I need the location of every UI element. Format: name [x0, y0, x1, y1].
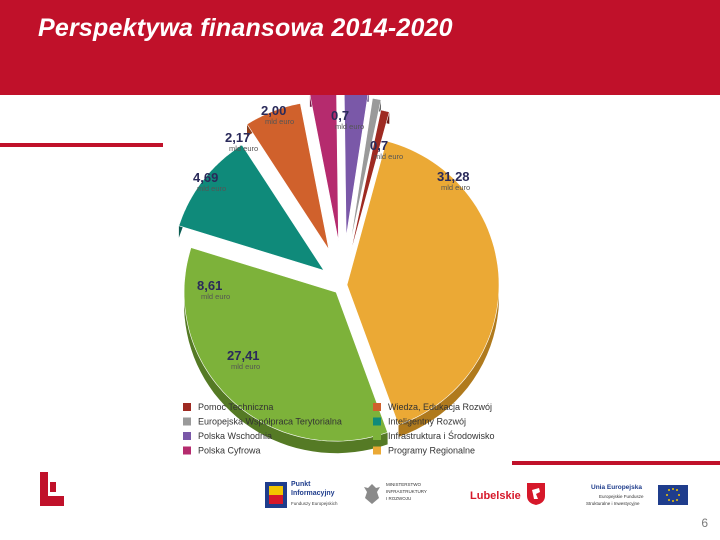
legend-label: Pomoc Techniczna — [198, 402, 273, 412]
slice-unit-label: mld euro — [229, 144, 258, 153]
legend-label: Wiedza, Edukacja Rozwój — [388, 402, 492, 412]
legend-label: Programy Regionalne — [388, 446, 475, 456]
eu-title: Unia Europejska — [591, 484, 642, 491]
slice-unit-label: mld euro — [374, 152, 403, 161]
ministry-line-1: MINISTERSTWO — [386, 482, 421, 487]
legend-swatch — [373, 446, 381, 455]
slice-value-label: 2,17 — [225, 130, 250, 145]
chart-frame: 31,28 mld euro 27,41 mld euro 8,61 mld euro 4,… — [165, 87, 510, 465]
pie-slice — [183, 247, 388, 442]
pie-slice — [349, 98, 382, 246]
lubelskie-logo-text: Lubelskie — [470, 490, 521, 502]
slice-unit-label: mld euro — [265, 117, 294, 126]
region-l-logo — [40, 472, 64, 506]
slice-unit-label: mld euro — [231, 362, 260, 371]
legend-label: Polska Cyfrowa — [198, 446, 261, 456]
flag-icon — [265, 482, 287, 508]
right-rule — [512, 461, 720, 465]
slice-unit-label: mld euro — [335, 122, 364, 131]
legend-swatch — [373, 417, 381, 426]
legend-swatch — [183, 403, 191, 411]
slice-value-label: 4,69 — [193, 170, 218, 185]
legend-label: Polska Wschodnia — [198, 431, 272, 441]
slice-unit-label: mld euro — [201, 292, 230, 301]
eagle-emblem-icon — [364, 484, 380, 504]
eu-subtitle-2: Strukturalne i Inwestycyjne — [586, 501, 640, 506]
slice-value-label: 31,28 — [437, 169, 470, 184]
eu-flag-icon — [658, 485, 688, 505]
pie-slice — [346, 140, 500, 426]
punkt-subtitle: Funduszy Europejskich — [291, 501, 338, 506]
eu-logo: Unia Europejska Europejskie Fundusze Str… — [586, 482, 692, 512]
punkt-title-2: Informacyjny — [291, 490, 335, 497]
slice-value-label: 2,00 — [261, 103, 286, 118]
slice-value-label: 0,7 — [331, 108, 349, 123]
legend-swatch — [183, 446, 191, 455]
slide-title: Perspektywa finansowa 2014-2020 — [38, 14, 453, 42]
page-number: 6 — [701, 516, 708, 530]
pie-slice — [246, 103, 330, 250]
legend-swatch — [373, 403, 381, 411]
slice-value-label: 0,7 — [370, 138, 388, 153]
legend-swatch — [183, 432, 191, 440]
legend-label: Europejska Współpraca Terytorialna — [198, 417, 342, 427]
pie-slice — [178, 144, 325, 271]
legend-label: Inteligentny Rozwój — [388, 417, 466, 427]
slice-value-label: 8,61 — [197, 278, 222, 293]
legend-swatch — [183, 417, 191, 426]
legend-label: Infrastruktura i Środowisko — [388, 430, 495, 441]
left-rule — [0, 143, 163, 147]
footer-logos: Punkt Informacyjny Funduszy Europejskich… — [0, 470, 720, 540]
ministry-line-2: INFRASTRUKTURY — [386, 489, 427, 494]
ministry-line-3: I ROZWOJU — [386, 496, 412, 501]
eu-subtitle-1: Europejskie Fundusze — [599, 494, 644, 499]
slice-unit-label: mld euro — [441, 183, 470, 192]
punkt-title: Punkt — [291, 481, 311, 488]
coat-of-arms-icon — [527, 483, 545, 505]
slice-unit-label: mld euro — [197, 184, 226, 193]
slice-value-label: 27,41 — [227, 348, 260, 363]
legend-swatch — [373, 432, 381, 440]
punkt-informacyjny-logo: Punkt Informacyjny Funduszy Europejskich — [265, 480, 355, 512]
pie-slice — [349, 109, 390, 256]
ministry-logo: MINISTERSTWO INFRASTRUKTURY I ROZWOJU — [362, 482, 452, 512]
slide-header: Perspektywa finansowa 2014-2020 — [0, 0, 720, 95]
